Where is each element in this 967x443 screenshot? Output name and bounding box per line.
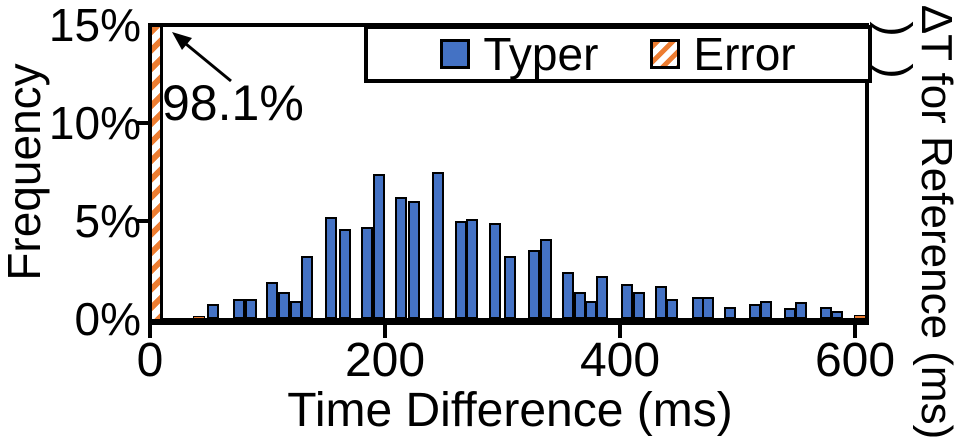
histogram-bar-typer (207, 304, 220, 319)
x-tick-label-200: 200 (344, 334, 426, 387)
histogram-bar-typer (361, 226, 374, 319)
y-tick-label-5: 5% (74, 195, 141, 247)
histogram-bar-typer (632, 291, 645, 319)
y-tick-mark-10 (136, 121, 148, 125)
histogram-bar-error (152, 27, 163, 319)
legend: Typer Error (364, 25, 872, 83)
legend-entry-typer: Typer (440, 27, 598, 81)
histogram-bar-typer (759, 301, 772, 319)
histogram-bar-error (193, 316, 206, 319)
typer-swatch-icon (440, 39, 471, 69)
histogram-bar-typer (324, 217, 337, 319)
histogram-bar-typer (528, 250, 541, 319)
error-swatch-icon (650, 39, 681, 69)
x-tick-mark-200 (383, 325, 387, 338)
x-axis-label: Time Difference (ms) (287, 384, 733, 437)
histogram-bar-typer (233, 299, 246, 319)
histogram-bar-typer (831, 311, 844, 319)
histogram-bar-typer (539, 238, 552, 319)
histogram-bar-typer (431, 172, 444, 319)
x-tick-label-400: 400 (579, 334, 661, 387)
legend-entry-error: Error (650, 27, 796, 81)
histogram-bar-typer (724, 307, 737, 319)
x-tick-mark-0 (148, 325, 152, 338)
x-tick-mark-600 (853, 325, 857, 338)
histogram-bar-typer (819, 307, 832, 319)
histogram-bar-typer (596, 275, 609, 319)
histogram-bar-typer (665, 299, 678, 319)
histogram-bar-typer (489, 222, 502, 319)
legend-label-typer: Typer (483, 28, 599, 80)
histogram-bar-typer (266, 281, 279, 319)
y-tick-label-15: 15% (48, 0, 141, 51)
histogram-bar-typer (853, 315, 866, 319)
histogram-bar-typer (373, 173, 386, 319)
histogram-bar-typer (702, 297, 715, 319)
histogram-bar-typer (277, 291, 290, 319)
x-tick-mark-400 (618, 325, 622, 338)
histogram-bar-typer (301, 256, 314, 319)
histogram-bar-typer (794, 302, 807, 319)
legend-label-error: Error (693, 28, 796, 80)
x-tick-label-0: 0 (136, 334, 164, 387)
histogram-bar-typer (562, 271, 575, 319)
y-tick-mark-5 (136, 219, 148, 223)
x-tick-label-600: 600 (814, 334, 896, 387)
y-tick-label-0: 0% (74, 293, 141, 345)
histogram-bar-typer (621, 283, 634, 319)
histogram-bar-typer (339, 228, 352, 319)
cropped-right-axis-label: ΔT for Reference (ms) (912, 4, 961, 440)
histogram-bar-typer (503, 256, 516, 319)
histogram-bar-typer (408, 201, 421, 319)
y-axis-label: Frequency (0, 63, 50, 281)
histogram-bar-typer (395, 197, 408, 319)
histogram-bar-typer (245, 299, 258, 319)
histogram-bar-typer (289, 301, 302, 319)
histogram-bar-typer (465, 219, 478, 319)
histogram-bar-typer (584, 301, 597, 319)
annotation-98-percent: 98.1% (162, 75, 304, 131)
y-tick-label-10: 10% (48, 97, 141, 149)
